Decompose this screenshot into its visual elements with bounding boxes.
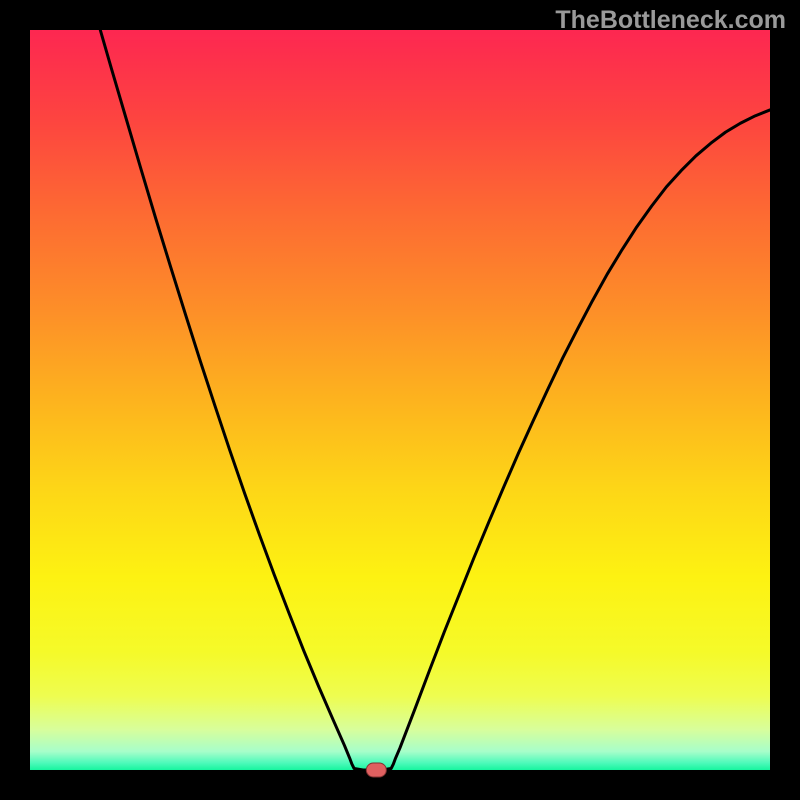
chart-stage: TheBottleneck.com xyxy=(0,0,800,800)
plot-area xyxy=(30,30,770,770)
bottleneck-chart xyxy=(0,0,800,800)
optimal-point-marker xyxy=(366,763,386,777)
